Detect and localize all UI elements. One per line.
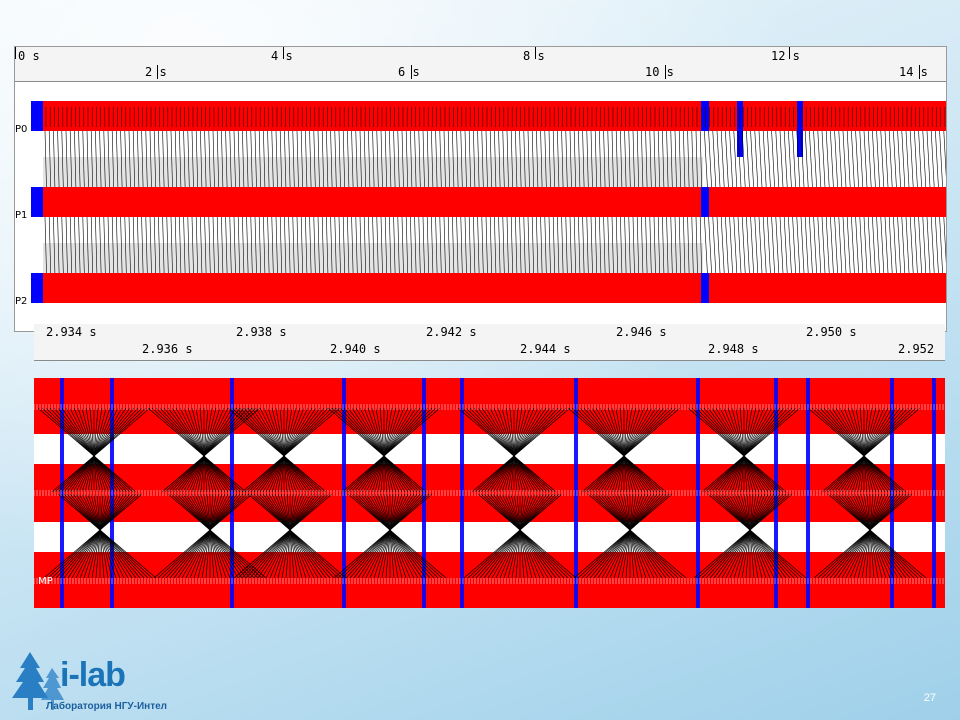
zoom-trace-canvas[interactable]: MP (34, 378, 945, 608)
tick-label: 2.942 s (426, 325, 477, 339)
tick-label: 12 s (771, 49, 800, 63)
event-ticks (34, 404, 944, 584)
trace-overview-window[interactable]: 0 s 4 s 8 s 12 s 2 s 6 s 10 s 14 s P0 P1… (14, 46, 947, 332)
tick-label: 0 s (18, 49, 40, 63)
density-band (43, 157, 703, 187)
tick-label: 2.938 s (236, 325, 287, 339)
tick-mark (157, 65, 158, 79)
overview-trace-canvas[interactable] (15, 47, 946, 331)
tick-label: 14 s (899, 65, 928, 79)
tick-label: 2.948 s (708, 342, 759, 356)
overview-time-ruler[interactable]: 0 s 4 s 8 s 12 s 2 s 6 s 10 s 14 s (15, 47, 946, 82)
wait-marker (574, 378, 578, 608)
wait-segment (701, 273, 709, 303)
wait-marker (60, 378, 64, 608)
tick-label: 2.946 s (616, 325, 667, 339)
tick-mark (919, 65, 920, 79)
tick-label: 2.950 s (806, 325, 857, 339)
tick-label: 6 s (398, 65, 420, 79)
wait-segment (31, 187, 43, 217)
wait-marker (696, 378, 700, 608)
density-band (43, 243, 703, 273)
logo-subtitle: Лаборатория НГУ-Интел (46, 701, 168, 712)
wait-marker (342, 378, 346, 608)
pine-tree-icon (12, 652, 64, 710)
process-lane (31, 273, 946, 303)
tick-mark (789, 47, 790, 59)
tick-label: 2.934 s (46, 325, 97, 339)
tick-label: 2.936 s (142, 342, 193, 356)
tick-mark (665, 65, 666, 79)
lane-label-p2: P2 (15, 296, 31, 307)
process-lane (31, 101, 946, 131)
wait-segment (701, 101, 709, 131)
zoom-time-ruler[interactable]: 2.934 s 2.938 s 2.942 s 2.946 s 2.950 s … (34, 324, 945, 361)
logo-name: i-lab (60, 656, 126, 694)
tick-label: 2.940 s (330, 342, 381, 356)
trace-zoom-panel[interactable]: MP (34, 378, 945, 608)
tick-label: 10 s (645, 65, 674, 79)
wait-marker (774, 378, 778, 608)
process-tag: MP (38, 576, 53, 587)
tick-label: 2.952 (898, 342, 935, 356)
wait-segment (737, 101, 743, 157)
page-number: 27 (923, 692, 936, 704)
tick-mark (283, 47, 284, 59)
tick-mark (535, 47, 536, 59)
tick-label: 2 s (145, 65, 167, 79)
wait-segment (31, 273, 43, 303)
wait-marker (460, 378, 464, 608)
message-lines (44, 107, 946, 274)
process-lane (31, 187, 946, 217)
tick-mark (411, 65, 412, 79)
lane-label-p1: P1 (15, 210, 31, 221)
wait-segment (31, 101, 43, 131)
wait-segment (797, 101, 803, 157)
tick-mark (15, 47, 16, 59)
tick-label: 2.944 s (520, 342, 571, 356)
lane-label-p0: P0 (15, 124, 31, 135)
tick-label: 4 s (271, 49, 293, 63)
message-bundles (37, 407, 927, 579)
wait-segment (701, 187, 709, 217)
tick-label: 8 s (523, 49, 545, 63)
